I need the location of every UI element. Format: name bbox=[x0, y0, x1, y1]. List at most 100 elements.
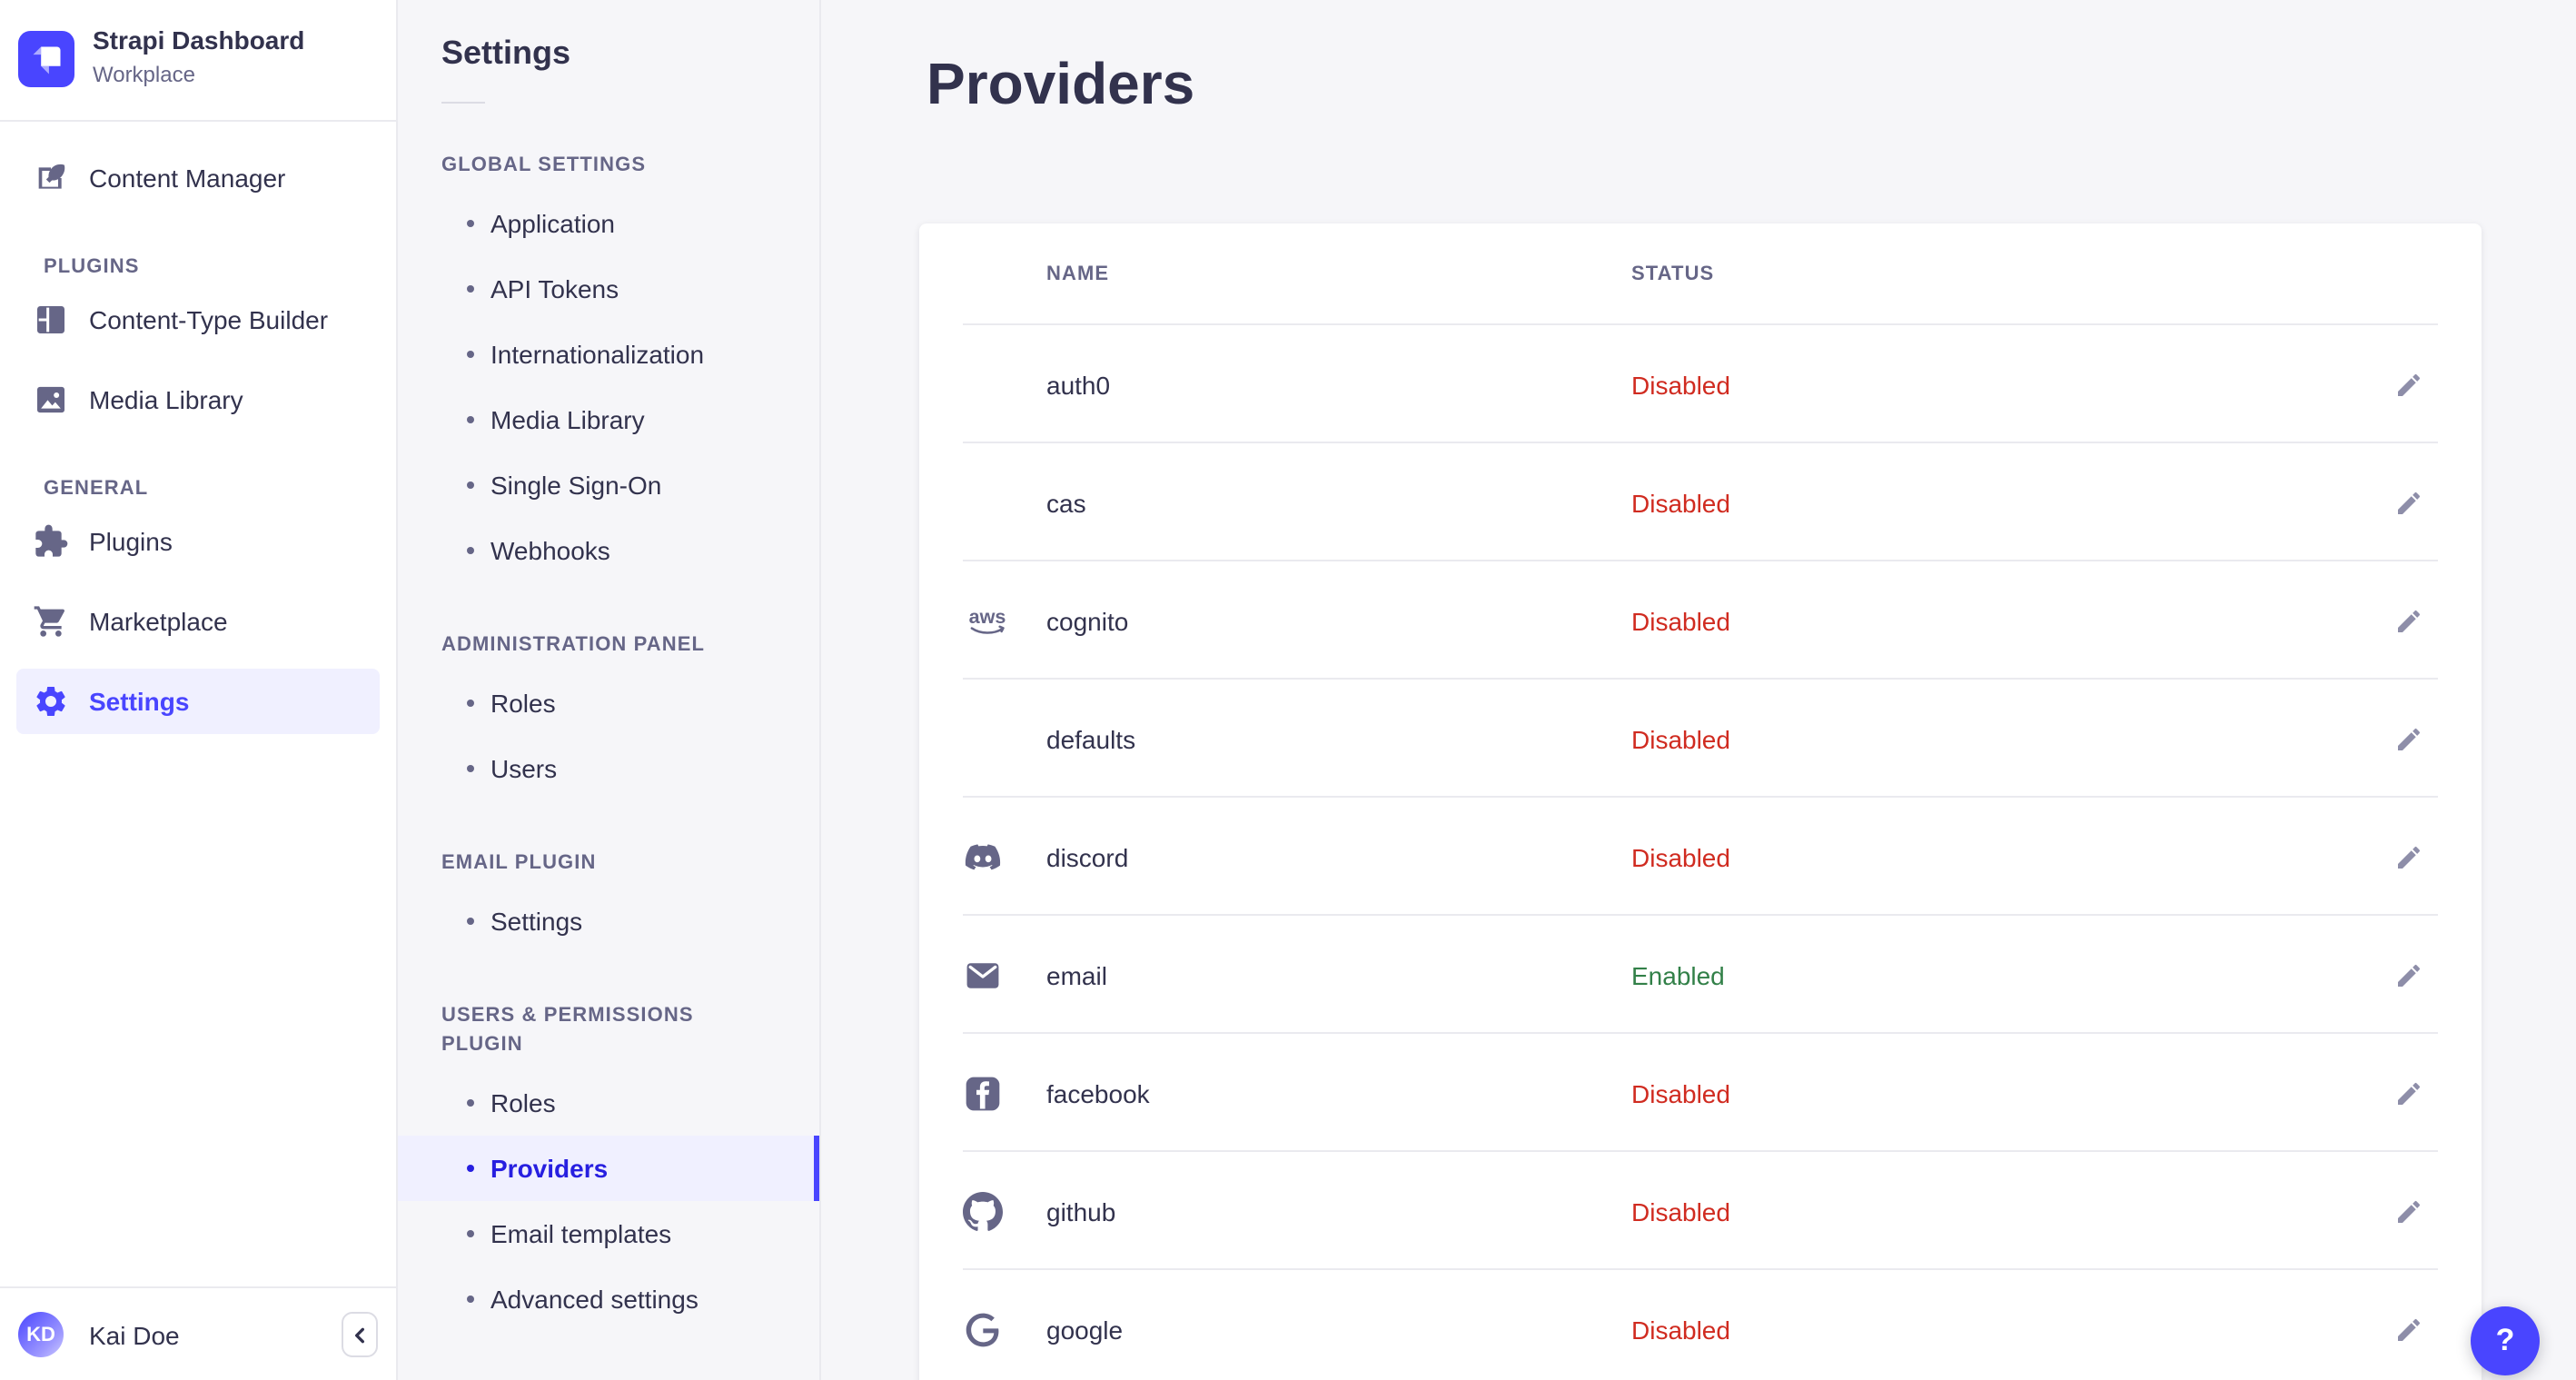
pencil-icon bbox=[2394, 842, 2423, 871]
subnav-section-header-administration-panel: ADMINISTRATION PANEL bbox=[441, 634, 706, 656]
subnav-item-email-templates[interactable]: Email templates bbox=[398, 1201, 819, 1266]
sidebar-item-media-library[interactable]: Media Library bbox=[16, 367, 380, 432]
provider-status: Disabled bbox=[1631, 842, 1730, 871]
user-divider bbox=[0, 1286, 396, 1288]
subnav-item-application[interactable]: Application bbox=[398, 191, 819, 256]
sidebar-item-marketplace[interactable]: Marketplace bbox=[16, 589, 380, 654]
provider-name: github bbox=[1046, 1196, 1116, 1226]
subnav-item-advanced-settings[interactable]: Advanced settings bbox=[398, 1266, 819, 1332]
edit-provider-button[interactable] bbox=[2380, 1300, 2438, 1358]
github-icon bbox=[963, 1191, 1046, 1231]
plugins-icon bbox=[33, 523, 69, 560]
subnav-item-users[interactable]: Users bbox=[398, 736, 819, 801]
subnav-section-header-global-settings: GLOBAL SETTINGS bbox=[441, 154, 647, 176]
bullet-icon bbox=[467, 918, 474, 925]
settings-subnav: Settings GLOBAL SETTINGS Application API… bbox=[398, 0, 821, 1380]
provider-name: cognito bbox=[1046, 606, 1129, 635]
google-icon bbox=[963, 1309, 1046, 1349]
subnav-item-roles[interactable]: Roles bbox=[398, 670, 819, 736]
pencil-icon bbox=[2394, 606, 2423, 635]
subnav-section-header-users-permissions-plugin: USERS & PERMISSIONS PLUGIN bbox=[441, 1005, 694, 1056]
sidebar-item-label: Content Manager bbox=[89, 164, 286, 193]
bullet-icon bbox=[467, 700, 474, 707]
table-row-facebook: facebook Disabled bbox=[919, 1034, 2482, 1152]
sidebar-item-label: Media Library bbox=[89, 385, 243, 414]
media-library-icon bbox=[33, 382, 69, 418]
content-type-builder-icon bbox=[33, 302, 69, 338]
edit-provider-button[interactable] bbox=[2380, 946, 2438, 1004]
provider-status: Disabled bbox=[1631, 1196, 1730, 1226]
edit-provider-button[interactable] bbox=[2380, 591, 2438, 650]
subnav-item-settings[interactable]: Settings bbox=[398, 889, 819, 954]
help-button[interactable]: ? bbox=[2471, 1306, 2540, 1375]
subnav-sections: GLOBAL SETTINGS Application API Tokens I… bbox=[398, 151, 819, 1332]
subnav-item-label: Single Sign-On bbox=[490, 471, 662, 500]
bullet-icon bbox=[467, 482, 474, 489]
sidebar-item-content-manager[interactable]: Content Manager bbox=[16, 145, 380, 211]
bullet-icon bbox=[467, 416, 474, 423]
subnav-item-providers[interactable]: Providers bbox=[398, 1136, 819, 1201]
subnav-item-label: Providers bbox=[490, 1154, 609, 1183]
subnav-item-roles[interactable]: Roles bbox=[398, 1070, 819, 1136]
avatar: KD bbox=[18, 1312, 64, 1357]
bullet-icon bbox=[467, 1165, 474, 1172]
email-icon bbox=[963, 955, 1046, 995]
table-header-row: NAME STATUS bbox=[919, 223, 2482, 325]
bullet-icon bbox=[467, 220, 474, 227]
bullet-icon bbox=[467, 285, 474, 293]
subnav-item-media-library[interactable]: Media Library bbox=[398, 387, 819, 452]
provider-name: facebook bbox=[1046, 1078, 1150, 1107]
edit-provider-button[interactable] bbox=[2380, 473, 2438, 531]
workspace-title: Strapi Dashboard bbox=[93, 25, 305, 55]
edit-provider-button[interactable] bbox=[2380, 355, 2438, 413]
subnav-item-label: Users bbox=[490, 754, 558, 783]
page-title: Providers bbox=[926, 51, 1195, 116]
edit-provider-button[interactable] bbox=[2380, 1064, 2438, 1122]
provider-status: Disabled bbox=[1631, 488, 1730, 517]
subnav-item-api-tokens[interactable]: API Tokens bbox=[398, 256, 819, 322]
chevron-left-icon bbox=[351, 1325, 369, 1344]
edit-provider-button[interactable] bbox=[2380, 828, 2438, 886]
table-row-auth0: auth0 Disabled bbox=[919, 325, 2482, 443]
sidebar-item-label: Plugins bbox=[89, 527, 173, 556]
provider-name: defaults bbox=[1046, 724, 1136, 753]
pencil-icon bbox=[2394, 1078, 2423, 1107]
content-manager-icon bbox=[33, 160, 69, 196]
edit-provider-button[interactable] bbox=[2380, 710, 2438, 768]
table-row-defaults: defaults Disabled bbox=[919, 680, 2482, 798]
collapse-sidebar-button[interactable] bbox=[342, 1312, 378, 1357]
subnav-item-single-sign-on[interactable]: Single Sign-On bbox=[398, 452, 819, 518]
pencil-icon bbox=[2394, 370, 2423, 399]
edit-provider-button[interactable] bbox=[2380, 1182, 2438, 1240]
subnav-item-label: Settings bbox=[490, 907, 583, 936]
bullet-icon bbox=[467, 1099, 474, 1107]
sidebar-item-content-type-builder[interactable]: Content-Type Builder bbox=[16, 287, 380, 352]
provider-status: Disabled bbox=[1631, 606, 1730, 635]
subnav-item-label: Email templates bbox=[490, 1219, 672, 1248]
subnav-item-webhooks[interactable]: Webhooks bbox=[398, 518, 819, 583]
table-body: auth0 Disabled cas Disabled aws cognito … bbox=[919, 325, 2482, 1380]
subnav-item-label: API Tokens bbox=[490, 274, 619, 303]
main-content: Providers NAME STATUS auth0 Disabled cas… bbox=[821, 0, 2576, 1380]
provider-status: Disabled bbox=[1631, 1078, 1730, 1107]
column-header-name: NAME bbox=[1046, 263, 1110, 285]
provider-name: cas bbox=[1046, 488, 1086, 517]
subnav-item-internationalization[interactable]: Internationalization bbox=[398, 322, 819, 387]
sidebar-item-label: Marketplace bbox=[89, 607, 228, 636]
workplace-switcher[interactable]: Strapi Dashboard Workplace bbox=[0, 0, 396, 120]
column-header-status: STATUS bbox=[1631, 263, 1715, 285]
marketplace-icon bbox=[33, 603, 69, 640]
provider-status: Disabled bbox=[1631, 370, 1730, 399]
table-row-cognito: aws cognito Disabled bbox=[919, 561, 2482, 680]
strapi-logo-icon bbox=[18, 30, 74, 86]
subnav-title: Settings bbox=[441, 35, 571, 71]
provider-name: auth0 bbox=[1046, 370, 1111, 399]
sidebar-item-label: Settings bbox=[89, 687, 190, 716]
subnav-item-label: Application bbox=[490, 209, 615, 238]
user-area: KD Kai Doe bbox=[0, 1288, 396, 1380]
subnav-item-label: Advanced settings bbox=[490, 1285, 698, 1314]
subnav-item-label: Media Library bbox=[490, 405, 645, 434]
sidebar-item-plugins[interactable]: Plugins bbox=[16, 509, 380, 574]
sidebar-item-settings[interactable]: Settings bbox=[16, 669, 380, 734]
